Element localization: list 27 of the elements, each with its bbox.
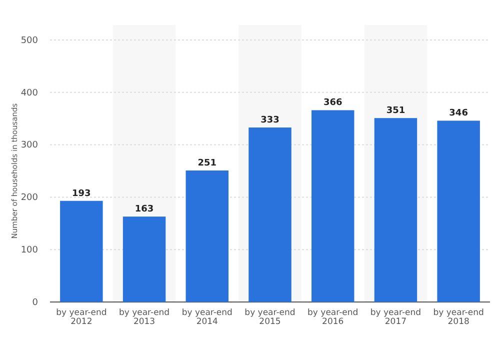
bar	[248, 128, 292, 302]
x-tick-label: by year-end 2016	[308, 308, 358, 327]
y-tick-label: 200	[20, 193, 38, 204]
y-tick-label: 400	[20, 88, 38, 98]
data-label: 346	[449, 108, 468, 119]
y-tick-label: 0	[32, 298, 38, 308]
bar	[186, 170, 229, 302]
y-tick-label: 100	[20, 245, 38, 256]
data-label: 351	[386, 106, 406, 116]
bar	[311, 110, 354, 302]
bar	[374, 118, 418, 302]
x-tick-label: by year-end 2012	[56, 308, 107, 327]
bar	[437, 120, 480, 302]
data-label: 193	[72, 188, 91, 199]
data-label: 163	[134, 204, 154, 215]
x-tick-label: by year-end 2013	[118, 308, 170, 327]
x-tick-label: by year-end 2015	[244, 308, 296, 327]
y-tick-label: 300	[20, 140, 38, 151]
bar	[122, 216, 166, 302]
data-label: 251	[198, 158, 217, 168]
x-tick-label: by year-end 2014	[182, 308, 232, 327]
x-tick-label: by year-end 2018	[433, 308, 484, 327]
data-label: 333	[260, 116, 280, 126]
bar	[60, 200, 103, 302]
data-label: 366	[323, 98, 342, 108]
y-tick-label: 500	[20, 36, 38, 46]
x-tick-label: by year-end 2017	[370, 308, 422, 327]
